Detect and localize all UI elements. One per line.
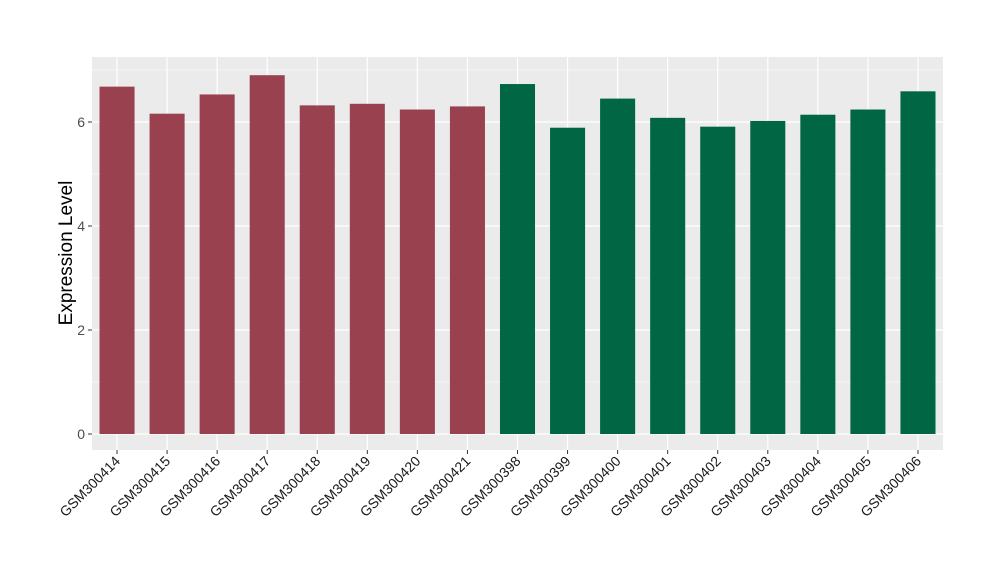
bar-GSM300419 — [349, 103, 385, 435]
y-tick-label: 6 — [77, 114, 85, 130]
bar-GSM300400 — [600, 98, 636, 434]
bar-GSM300399 — [550, 127, 586, 434]
y-tick-label: 0 — [77, 426, 85, 442]
x-axis: GSM300414GSM300415GSM300416GSM300417GSM3… — [56, 450, 924, 520]
bar-GSM300417 — [249, 75, 285, 434]
bar-GSM300415 — [149, 113, 185, 435]
bar-GSM300421 — [449, 106, 485, 435]
bars — [99, 75, 936, 435]
bar-GSM300402 — [700, 126, 736, 435]
bar-GSM300406 — [900, 91, 936, 434]
bar-GSM300418 — [299, 105, 335, 435]
bar-GSM300416 — [199, 94, 235, 434]
y-tick-label: 4 — [77, 218, 85, 234]
bar-GSM300403 — [750, 120, 786, 435]
bar-GSM300398 — [499, 84, 536, 434]
bar-GSM300405 — [850, 109, 886, 435]
bar-GSM300401 — [650, 117, 686, 434]
bar-GSM300414 — [99, 86, 135, 434]
bar-GSM300404 — [800, 114, 836, 434]
y-axis: 0 2 4 6 — [77, 114, 92, 442]
y-axis-title: Expression Level — [56, 181, 77, 326]
bar-GSM300420 — [399, 109, 435, 435]
y-tick-label: 2 — [77, 322, 85, 338]
